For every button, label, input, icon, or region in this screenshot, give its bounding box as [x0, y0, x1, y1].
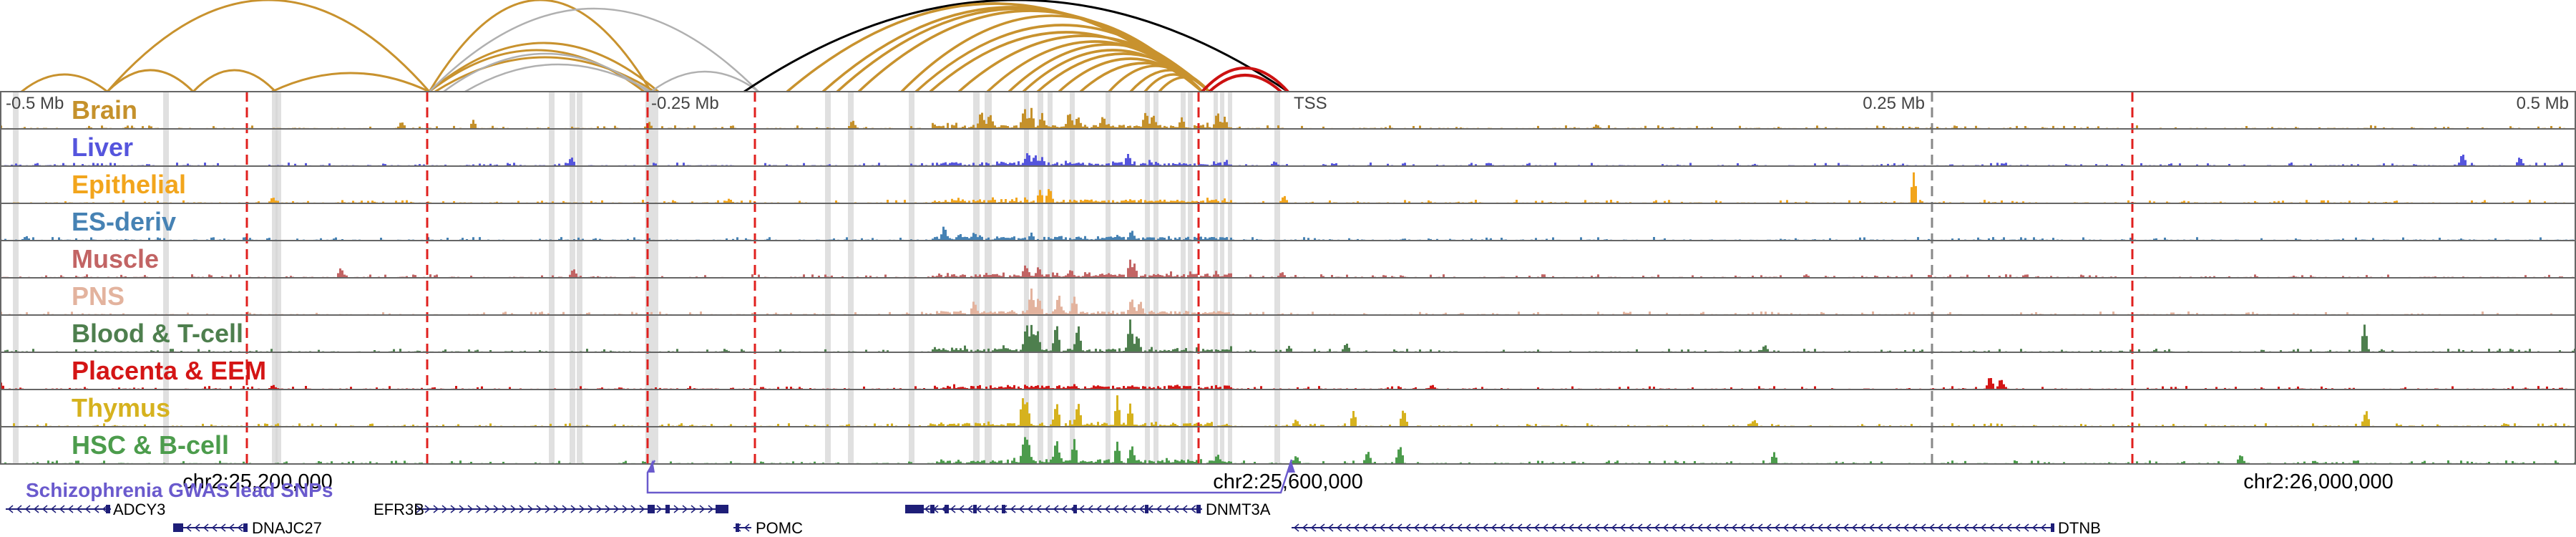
interaction-arc	[443, 52, 648, 93]
coordinate-label: chr2:25,600,000	[1213, 470, 1363, 493]
track-label: Liver	[72, 132, 133, 162]
track-label: Muscle	[72, 244, 159, 274]
signal-track	[0, 377, 2576, 390]
gene-exon	[930, 505, 935, 513]
interaction-arc	[1208, 74, 1282, 93]
signal-track	[0, 107, 2576, 129]
interaction-arc	[650, 70, 759, 93]
interaction-arc	[434, 56, 655, 93]
gene-label: DNAJC27	[252, 519, 322, 537]
track-labels: Brain Liver Epithelial ES-deriv Muscle PNS Blo…	[72, 95, 266, 460]
signal-tracks	[0, 107, 2576, 464]
gene-exon	[736, 523, 739, 532]
interaction-arc	[836, 7, 1204, 93]
coordinate-label: chr2:26,000,000	[2243, 470, 2394, 493]
axis-labels: -0.5 Mb -0.25 Mb TSS 0.25 Mb 0.5 Mb chr2:25,2…	[6, 94, 2569, 493]
distance-label: -0.5 Mb	[6, 94, 64, 113]
track-label: Thymus	[72, 393, 170, 422]
interaction-arcs	[21, 0, 1289, 93]
distance-label: 0.25 Mb	[1863, 94, 1925, 113]
snp-track-label: Schizophrenia GWAS lead SNPs	[26, 479, 333, 501]
gene-strand-arrows	[7, 505, 108, 513]
track-label: Epithelial	[72, 170, 186, 199]
track-frame	[0, 91, 2576, 465]
signal-track	[0, 437, 2576, 464]
gene-exon	[716, 505, 728, 513]
interaction-arc	[106, 69, 195, 93]
gene-exon	[1145, 505, 1148, 513]
distance-label: 0.5 Mb	[2517, 94, 2569, 113]
interaction-arc	[428, 0, 653, 92]
gene-exon	[665, 505, 670, 513]
interaction-arc	[106, 0, 431, 92]
gene-exon	[243, 523, 248, 532]
gene-exon	[106, 505, 110, 513]
interaction-arc	[429, 49, 645, 93]
interaction-arc	[786, 2, 1204, 93]
interaction-arc	[1201, 67, 1289, 93]
signal-track	[0, 395, 2576, 427]
track-label: Brain	[72, 95, 137, 125]
gene-label: ADCY3	[113, 500, 165, 518]
interaction-arc	[271, 72, 430, 93]
gene-exon	[1073, 505, 1077, 513]
track-label: ES-deriv	[72, 207, 176, 236]
gene-exon	[648, 505, 655, 513]
gene-exon	[173, 523, 183, 532]
gene-label: POMC	[756, 519, 803, 537]
track-label: Placenta & EEM	[72, 356, 266, 385]
signal-track	[0, 226, 2576, 241]
interaction-arc	[192, 69, 277, 93]
interaction-arc	[429, 42, 659, 93]
track-label: Blood & T-cell	[72, 319, 243, 348]
snp-marker	[1287, 460, 1295, 473]
gene-label: DTNB	[2058, 519, 2101, 537]
gene-exon	[905, 505, 924, 513]
signal-track	[0, 172, 2576, 203]
gene-track: ADCY3 DNAJC27 EFR3B POMC DNMT3A DTNB	[6, 500, 2101, 537]
signal-track	[0, 259, 2576, 278]
distance-label: TSS	[1294, 94, 1327, 113]
gene-exon	[1196, 505, 1201, 513]
gene-exon	[1002, 505, 1005, 513]
signal-track	[0, 319, 2576, 352]
snp-marker	[648, 460, 655, 473]
interaction-arc	[464, 63, 652, 93]
distance-label: -0.25 Mb	[651, 94, 719, 113]
interaction-arc	[429, 7, 759, 92]
gene-exon	[973, 505, 977, 513]
gene-exon	[945, 505, 949, 513]
interaction-arc	[1008, 43, 1211, 93]
gene-strand-arrows	[1293, 523, 2046, 532]
track-label: PNS	[72, 281, 125, 311]
signal-track	[0, 288, 2576, 315]
gene-label: EFR3B	[374, 500, 424, 518]
snp-track: Schizophrenia GWAS lead SNPs	[26, 459, 1295, 501]
track-label: HSC & B-cell	[72, 430, 229, 460]
interaction-arc	[743, 0, 1289, 93]
signal-track	[0, 153, 2576, 166]
coordinate-label: chr2:25,200,000	[182, 470, 333, 493]
gene-exon	[2051, 523, 2054, 532]
interaction-arc	[21, 73, 108, 93]
gene-label: DNMT3A	[1206, 500, 1271, 518]
